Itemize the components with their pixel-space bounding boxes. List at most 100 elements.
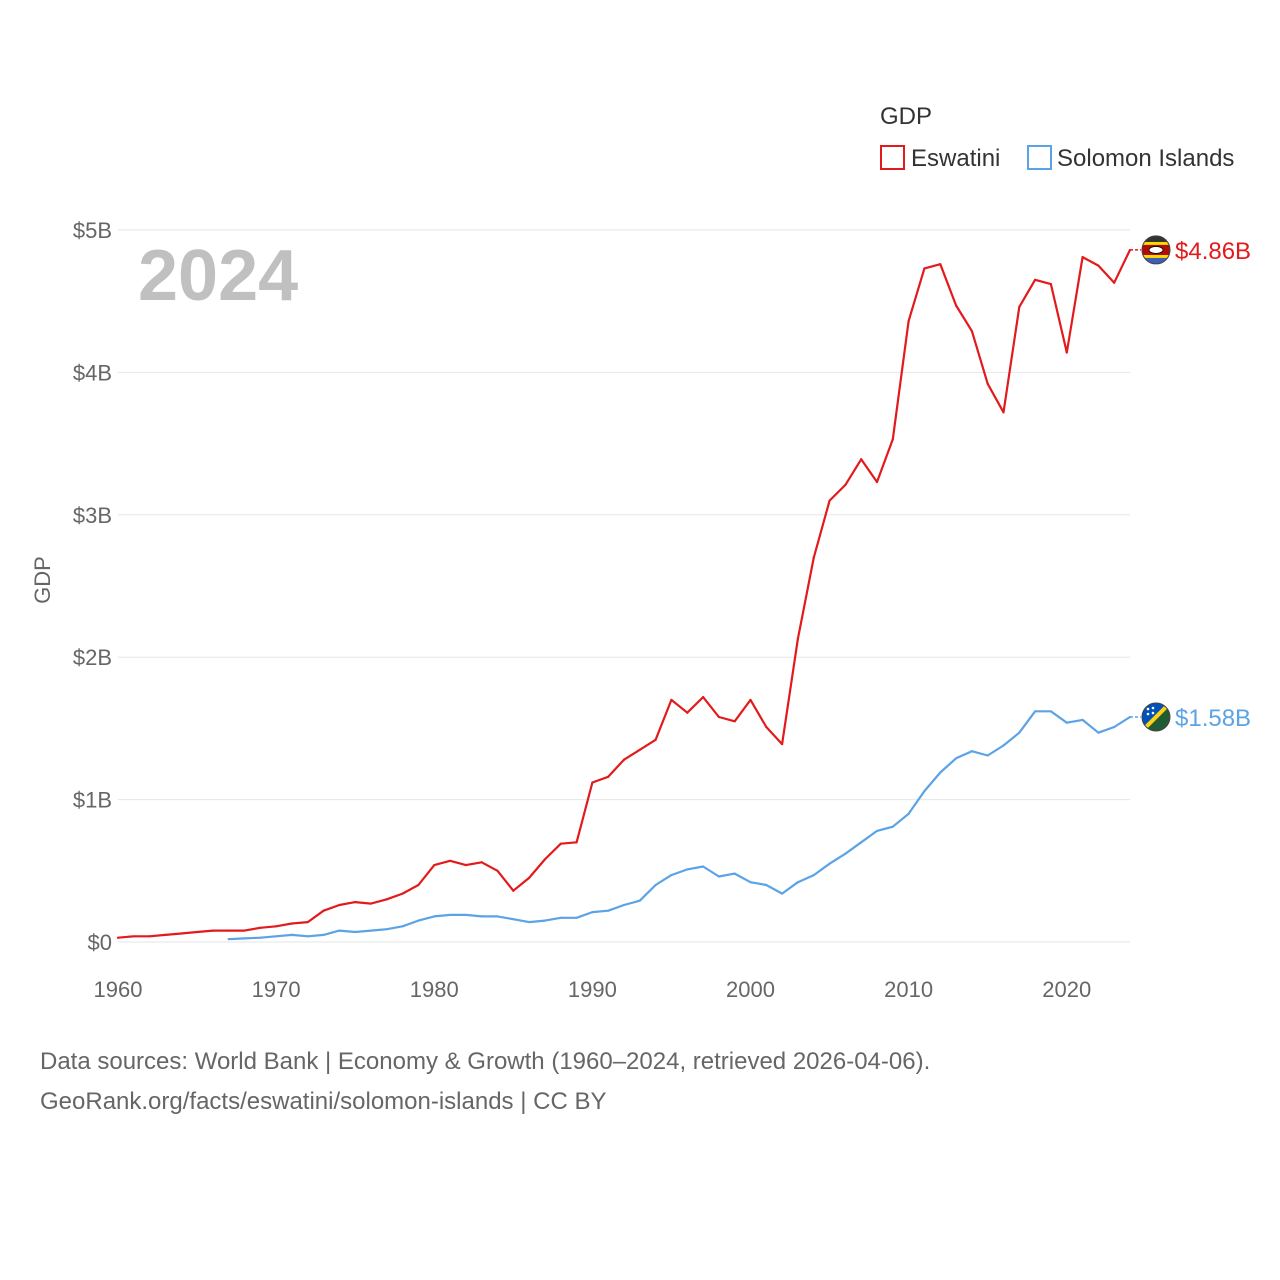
data-point-solomon-islands	[1049, 710, 1053, 713]
end-value-label-solomon-islands: $1.58B	[1175, 705, 1251, 732]
data-point-eswatini	[1113, 281, 1116, 284]
data-point-eswatini	[543, 858, 547, 861]
data-point-solomon-islands	[860, 841, 863, 844]
data-point-solomon-islands	[385, 928, 388, 931]
data-point-solomon-islands	[322, 933, 325, 936]
data-point-solomon-islands	[259, 936, 262, 939]
data-point-eswatini	[211, 929, 214, 932]
gdp-line-chart: $0 $1B $2B $3B $4B $5B 1960 1970 1980 1990 2000 20…	[30, 103, 1251, 1002]
data-point-eswatini	[448, 859, 452, 862]
legend: GDP Eswatini Solomon Islands	[880, 103, 1234, 172]
data-point-solomon-islands	[227, 938, 230, 941]
data-point-eswatini	[322, 909, 325, 912]
y-tick-label: $2B	[73, 645, 112, 670]
x-tick-label: 1990	[568, 977, 617, 1002]
data-point-eswatini	[354, 901, 357, 904]
data-point-eswatini	[480, 861, 483, 864]
data-point-solomon-islands	[528, 920, 531, 924]
data-point-eswatini	[116, 936, 120, 939]
x-tick-label: 1970	[252, 977, 301, 1002]
data-point-eswatini	[164, 933, 167, 936]
data-point-solomon-islands	[591, 910, 594, 914]
data-point-solomon-islands	[401, 925, 404, 928]
data-point-solomon-islands	[701, 865, 705, 868]
data-point-solomon-islands	[654, 883, 657, 887]
data-point-solomon-islands	[733, 872, 736, 875]
data-point-eswatini	[765, 725, 768, 729]
data-point-eswatini	[401, 892, 404, 895]
series-line-solomon-islands[interactable]	[228, 710, 1131, 941]
data-point-solomon-islands	[464, 913, 467, 917]
data-point-solomon-islands	[607, 909, 610, 912]
data-point-solomon-islands	[796, 881, 800, 884]
data-point-eswatini	[860, 458, 863, 461]
end-value-label-eswatini: $4.86B	[1175, 238, 1251, 265]
data-point-eswatini	[227, 929, 230, 932]
series-line-eswatini[interactable]	[117, 249, 1131, 939]
data-point-eswatini	[275, 925, 278, 928]
legend-swatch-eswatini[interactable]	[880, 145, 905, 170]
data-point-solomon-islands	[1081, 718, 1084, 721]
data-point-solomon-islands	[559, 916, 562, 919]
data-point-solomon-islands	[1113, 725, 1116, 729]
data-point-solomon-islands	[986, 754, 989, 757]
data-point-eswatini	[796, 637, 800, 640]
data-point-eswatini	[907, 320, 910, 323]
data-point-solomon-islands	[417, 919, 420, 922]
x-tick-label: 2000	[726, 977, 775, 1002]
data-point-eswatini	[417, 883, 420, 887]
y-tick-label: $1B	[73, 788, 112, 813]
x-tick-label: 1960	[94, 977, 143, 1002]
data-point-eswatini	[1081, 255, 1084, 259]
data-point-eswatini	[607, 775, 610, 778]
data-point-eswatini	[369, 902, 373, 905]
legend-label-eswatini[interactable]: Eswatini	[911, 145, 1000, 172]
data-point-eswatini	[970, 330, 973, 333]
data-point-eswatini	[939, 263, 942, 266]
credit-line: GeoRank.org/facts/eswatini/solomon-islan…	[40, 1088, 607, 1115]
data-point-eswatini	[528, 876, 531, 880]
data-point-eswatini	[306, 920, 309, 924]
data-point-solomon-islands	[1002, 744, 1005, 747]
x-tick-label: 1980	[410, 977, 459, 1002]
source-footer: Data sources: World Bank | Economy & Gro…	[40, 1042, 1240, 1122]
data-point-eswatini	[259, 926, 262, 929]
data-point-eswatini	[338, 903, 341, 907]
y-tick-label: $3B	[73, 503, 112, 528]
data-point-solomon-islands	[638, 899, 641, 902]
data-point-solomon-islands	[1034, 710, 1037, 713]
data-point-eswatini	[243, 929, 246, 932]
data-point-eswatini	[1065, 351, 1068, 354]
data-point-solomon-islands	[1065, 721, 1068, 724]
data-point-eswatini	[923, 267, 926, 270]
data-point-solomon-islands	[448, 913, 452, 917]
data-point-eswatini	[954, 304, 958, 307]
data-point-eswatini	[496, 869, 499, 872]
data-point-eswatini	[1034, 278, 1037, 281]
series-lines	[116, 248, 1132, 941]
legend-label-solomon-islands[interactable]: Solomon Islands	[1057, 145, 1234, 172]
y-axis-label: GDP	[30, 556, 55, 604]
data-point-eswatini	[875, 480, 879, 484]
data-point-eswatini	[749, 698, 752, 702]
legend-swatch-solomon-islands[interactable]	[1027, 145, 1052, 170]
data-point-solomon-islands	[338, 929, 341, 932]
data-point-solomon-islands	[939, 771, 942, 774]
data-point-solomon-islands	[480, 915, 483, 918]
data-point-eswatini	[1049, 283, 1053, 286]
data-point-solomon-islands	[749, 881, 752, 884]
data-point-solomon-islands	[765, 883, 768, 887]
data-point-eswatini	[717, 715, 720, 719]
eswatini-flag-icon	[1141, 235, 1171, 265]
data-point-solomon-islands	[512, 918, 515, 921]
data-point-solomon-islands	[970, 750, 973, 753]
data-point-solomon-islands	[844, 852, 847, 855]
data-point-solomon-islands	[543, 919, 547, 922]
data-point-eswatini	[180, 932, 183, 935]
data-point-eswatini	[701, 695, 705, 699]
y-tick-label: $0	[88, 930, 112, 955]
data-point-eswatini	[844, 483, 847, 486]
data-point-eswatini	[670, 698, 673, 702]
data-point-eswatini	[559, 842, 562, 845]
y-axis-ticks: $0 $1B $2B $3B $4B $5B	[73, 218, 112, 955]
